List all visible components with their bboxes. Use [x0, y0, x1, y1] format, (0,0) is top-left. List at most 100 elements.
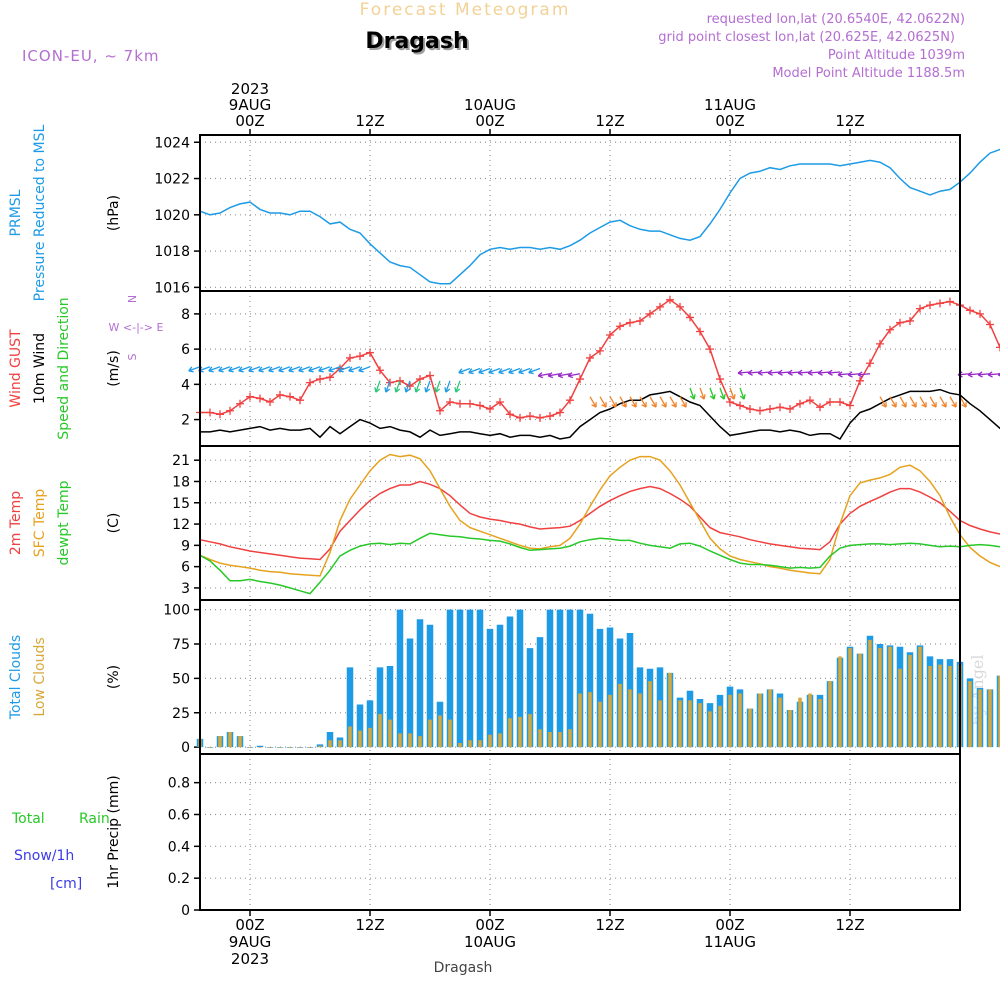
gust-marker [786, 405, 794, 414]
wind-arrow [777, 371, 791, 374]
wind-arrow-head [729, 394, 736, 400]
gust-marker [826, 397, 834, 406]
cloud-bar [398, 733, 402, 748]
cloud-bar [738, 693, 742, 748]
bottom-time-label: 12Z [835, 916, 864, 934]
compass-s: S [126, 353, 139, 360]
wind-arrow-head [987, 371, 993, 378]
cloud-bar [396, 609, 404, 748]
wind-arrow [767, 371, 781, 374]
gust-marker [936, 299, 944, 308]
gust-marker [856, 376, 864, 385]
wind-arrow-head [404, 387, 411, 393]
wind-arrow [987, 373, 1000, 376]
wind-arrow-head [384, 387, 391, 393]
wind-arrow [358, 366, 371, 372]
gust-marker [236, 399, 244, 408]
wind-arrow-head [699, 394, 706, 400]
cloud-bar [288, 747, 292, 748]
bottom-time-label: 2023 [231, 950, 269, 968]
gust-marker [446, 397, 454, 406]
wind-arrow [348, 366, 361, 372]
gust-marker [616, 322, 624, 331]
y-tick-label: 0.2 [168, 871, 190, 887]
cloud-bar [658, 700, 662, 748]
gust-marker [366, 348, 374, 357]
panel-label: PRMSL [8, 189, 24, 236]
wind-arrow-head [498, 368, 504, 375]
cloud-bar [518, 716, 522, 748]
gust-marker [296, 396, 304, 405]
wind-arrow [548, 373, 561, 377]
bottom-time-label: 11AUG [704, 933, 756, 951]
y-tick-label: 4 [181, 377, 190, 393]
y-tick-label: 25 [172, 706, 190, 722]
wind-arrow-head [827, 369, 833, 376]
cloud-bar [558, 732, 562, 748]
wind-arrow [619, 396, 627, 408]
gust-marker [466, 399, 474, 408]
gust-marker [626, 318, 634, 327]
wind-arrow-head [478, 368, 484, 375]
gust-marker [916, 304, 924, 313]
wind-arrow [847, 373, 861, 376]
gust-marker [796, 399, 804, 408]
gust-marker [696, 327, 704, 336]
cloud-bar [536, 637, 544, 748]
cloud-bar [618, 683, 622, 748]
model-point-altitude: Model Point Altitude 1188.5m [772, 66, 965, 81]
panel-label: 2m Temp [8, 491, 24, 555]
cloud-bar [366, 700, 374, 748]
top-time-label: 10AUG [464, 96, 516, 114]
gust-marker [726, 397, 734, 406]
wind-arrow-head [747, 369, 753, 376]
cloud-bar [778, 697, 782, 748]
wind-arrow-head [881, 402, 887, 408]
series-line [199, 480, 1000, 561]
wind-arrow-head [567, 372, 574, 379]
wind-arrow [899, 396, 907, 408]
wind-arrow [909, 396, 917, 408]
gust-marker [606, 331, 614, 340]
panel-label: Low Clouds [32, 637, 48, 716]
wind-arrow [468, 367, 481, 374]
y-tick-label: 8 [181, 307, 190, 323]
wind-arrow [857, 373, 871, 376]
gust-marker [456, 399, 464, 408]
cloud-bar [828, 681, 832, 748]
wind-arrow [599, 396, 607, 408]
wind-arrow [967, 373, 981, 376]
cloud-bar [218, 736, 222, 748]
cloud-bar [718, 705, 722, 748]
wind-arrow-head [318, 366, 324, 373]
location-title: Dragash [367, 31, 470, 56]
gust-marker [596, 346, 604, 355]
y-tick-label: 12 [172, 517, 190, 533]
wind-arrow-head [817, 369, 823, 376]
gust-marker [516, 413, 524, 422]
cloud-bar [376, 667, 384, 748]
cloud-bar [576, 609, 584, 748]
wind-arrow-head [298, 366, 304, 373]
wind-arrow [375, 380, 381, 393]
wind-arrow [318, 366, 331, 372]
gust-marker [546, 412, 554, 421]
wind-arrow [747, 371, 761, 374]
cloud-bar [488, 734, 492, 748]
y-tick-label: 1022 [154, 172, 190, 188]
cloud-bar [228, 732, 232, 748]
wind-arrow-head [921, 402, 927, 408]
cloud-bar [648, 681, 652, 748]
cloud-bar [668, 672, 672, 748]
panel-label: SFC Temp [32, 489, 48, 558]
cloud-bar [418, 736, 422, 748]
wind-arrow-head [557, 372, 564, 379]
wind-arrow-head [777, 369, 783, 376]
gust-marker [736, 401, 744, 410]
wind-arrow [939, 396, 947, 408]
panel-label: 10m Wind [32, 333, 48, 404]
cloud-bar [948, 666, 952, 748]
gust-marker [486, 405, 494, 414]
gust-marker [896, 318, 904, 327]
